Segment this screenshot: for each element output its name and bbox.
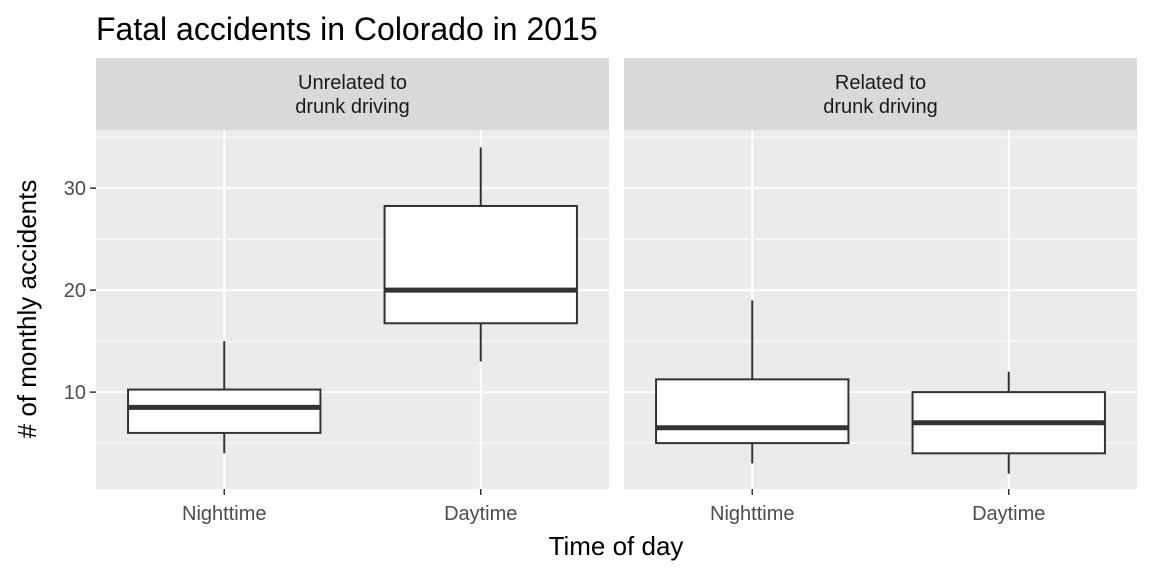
- x-tick-label: Daytime: [444, 503, 517, 525]
- y-tick-label: 20: [64, 280, 86, 302]
- facet-strip: [96, 58, 609, 130]
- box-daytime: [911, 371, 1106, 474]
- y-tick-label: 10: [64, 382, 86, 404]
- facet-strip-line: drunk driving: [295, 96, 410, 118]
- facet-strip-line: Unrelated to: [298, 72, 407, 94]
- y-axis: 10 20 30: [64, 178, 96, 404]
- box-nighttime: [127, 341, 322, 454]
- facet-panel: Related to drunk driving Nighttime Daytime: [624, 58, 1137, 525]
- facet-strip-line: drunk driving: [823, 96, 938, 118]
- x-tick-label: Nighttime: [710, 503, 794, 525]
- x-axis-title: Time of day: [549, 531, 684, 561]
- box-iqr: [383, 204, 578, 325]
- y-tick-label: 30: [64, 178, 86, 200]
- box-nighttime: [655, 300, 850, 464]
- x-tick-label: Nighttime: [182, 503, 266, 525]
- facet-panel: Unrelated to drunk driving Nighttime Daytim…: [96, 58, 609, 525]
- box-iqr: [127, 388, 322, 434]
- box-daytime: [383, 147, 578, 362]
- facet-strip-line: Related to: [835, 72, 926, 94]
- facet-strip-label: Related to drunk driving: [823, 72, 938, 118]
- facet-strip-label: Unrelated to drunk driving: [295, 72, 410, 118]
- x-tick-label: Daytime: [972, 503, 1045, 525]
- chart-title: Fatal accidents in Colorado in 2015: [96, 11, 598, 47]
- box-iqr: [655, 378, 850, 445]
- y-axis-title: # of monthly accidents: [12, 180, 42, 439]
- facet-strip: [624, 58, 1137, 130]
